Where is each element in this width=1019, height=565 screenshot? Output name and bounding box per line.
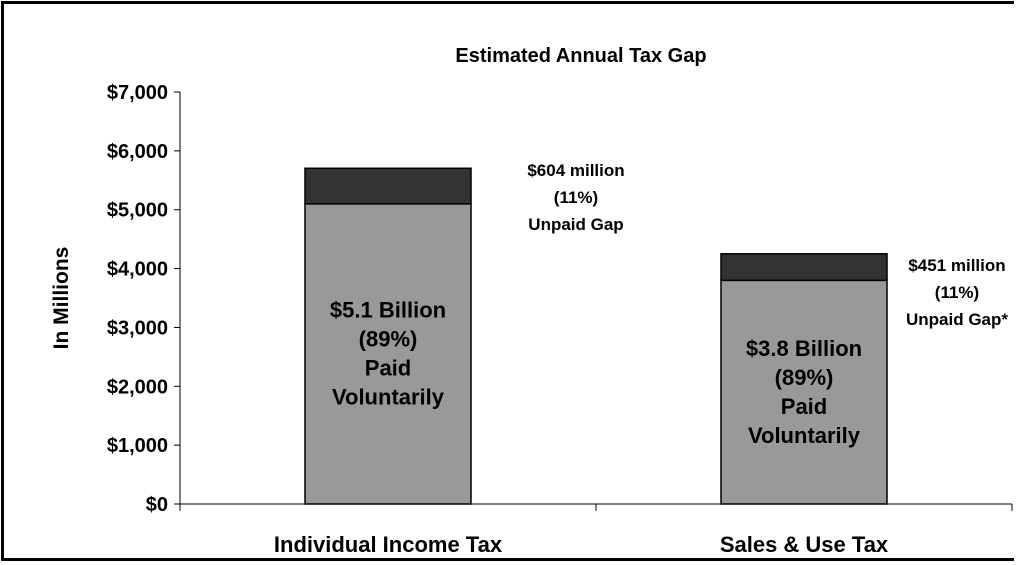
x-category-label: Sales & Use Tax bbox=[720, 532, 889, 557]
y-tick-label: $0 bbox=[146, 494, 168, 516]
y-axis-label: In Millions bbox=[50, 247, 73, 350]
bar-labels: Individual Income Tax $5.1 Billion (89%) Pa… bbox=[274, 161, 1008, 557]
y-tick-label: $6,000 bbox=[107, 141, 168, 163]
bars bbox=[304, 167, 888, 505]
bar-paid-label: $3.8 Billion bbox=[746, 336, 862, 361]
bar-paid-label: (89%) bbox=[359, 327, 418, 352]
bar-paid-label: (89%) bbox=[775, 365, 834, 390]
y-tick-label: $1,000 bbox=[107, 435, 168, 457]
bar-paid-label: $5.1 Billion bbox=[330, 298, 446, 323]
bar-paid-segment bbox=[304, 203, 472, 505]
bar-unpaid-segment bbox=[304, 167, 472, 205]
y-tick-label: $5,000 bbox=[107, 200, 168, 222]
bar-unpaid-gap-label: $451 million bbox=[908, 256, 1005, 275]
bar-paid-label: Voluntarily bbox=[332, 385, 445, 410]
bar-unpaid-gap-label: Unpaid Gap bbox=[528, 215, 623, 234]
bar-unpaid-segment bbox=[720, 253, 888, 282]
x-category-label: Individual Income Tax bbox=[274, 532, 503, 557]
y-tick-label: $4,000 bbox=[107, 259, 168, 281]
bar-paid-segment bbox=[720, 279, 888, 505]
y-tick-label: $2,000 bbox=[107, 376, 168, 398]
y-tick-label: $3,000 bbox=[107, 317, 168, 339]
bar-unpaid-gap-label: (11%) bbox=[935, 283, 979, 302]
bar-unpaid-gap-label: $604 million bbox=[527, 161, 624, 180]
bar-paid-label: Paid bbox=[365, 356, 411, 381]
bar-paid-label: Paid bbox=[781, 394, 827, 419]
bar-paid-label: Voluntarily bbox=[748, 423, 861, 448]
chart-title: Estimated Annual Tax Gap bbox=[455, 45, 706, 67]
bar-unpaid-gap-label: Unpaid Gap* bbox=[906, 310, 1008, 329]
y-tick-label: $7,000 bbox=[107, 82, 168, 104]
bar-unpaid-gap-label: (11%) bbox=[554, 188, 598, 207]
